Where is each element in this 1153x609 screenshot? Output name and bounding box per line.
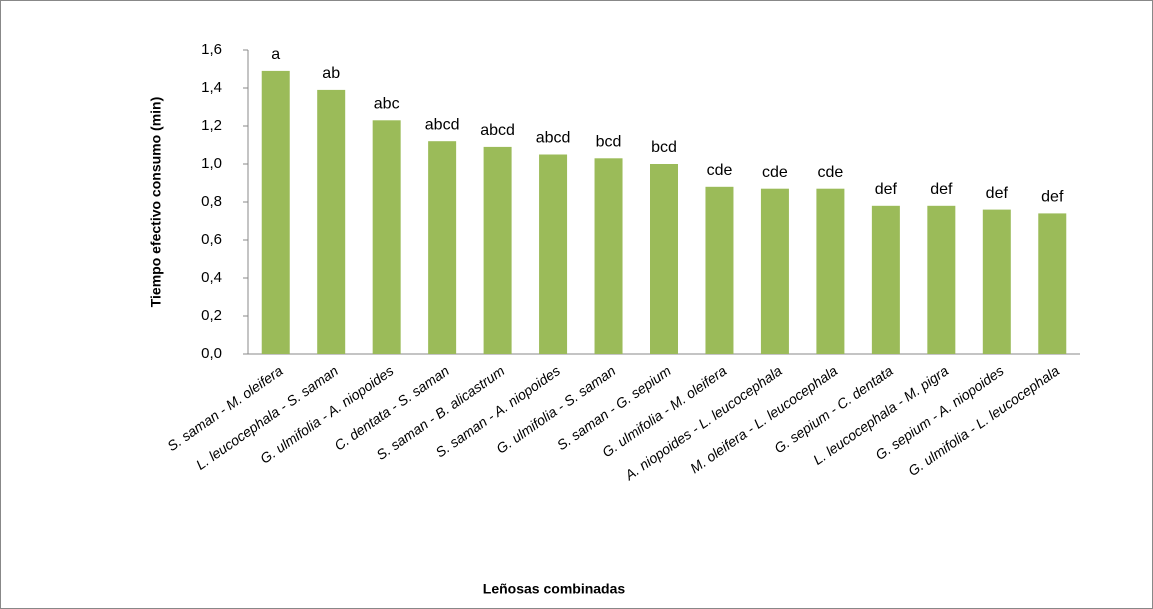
x-axis-title: Leñosas combinadas [483, 581, 626, 597]
bar-annotation: cde [818, 164, 844, 181]
bar [539, 154, 568, 354]
bar [428, 141, 457, 354]
y-tick-label: 0,2 [201, 307, 222, 324]
bar-annotation: bcd [651, 139, 677, 156]
bar [372, 120, 401, 354]
bar [871, 205, 900, 354]
bar-annotation: abc [374, 96, 400, 113]
bar [650, 164, 678, 354]
y-tick-label: 1,0 [201, 155, 222, 172]
bar-annotation: abcd [536, 130, 571, 147]
bar-annotation: bcd [596, 134, 622, 151]
bar [483, 146, 512, 354]
bar-annotation: cde [707, 162, 733, 179]
y-tick-label: 0,4 [201, 269, 222, 286]
bar [816, 188, 845, 354]
bar [261, 70, 290, 355]
bar [760, 188, 789, 354]
bar [1038, 213, 1067, 354]
y-tick-label: 1,6 [201, 41, 222, 58]
y-axis-title: Tiempo efectivo consumo (min) [148, 97, 164, 308]
bar-annotation: a [271, 46, 280, 63]
bar-annotation: abcd [425, 116, 460, 133]
bar-annotation: def [1041, 189, 1064, 206]
y-tick-label: 1,2 [201, 117, 222, 134]
bar-annotation: def [930, 181, 953, 198]
bar [927, 205, 956, 354]
y-tick-label: 0,8 [201, 193, 222, 210]
bar [982, 209, 1011, 354]
bar-annotation: def [875, 181, 898, 198]
bar-annotation: ab [322, 65, 340, 82]
bar-annotation: def [986, 185, 1009, 202]
bar [705, 186, 734, 354]
bar-annotation: abcd [480, 122, 515, 139]
bar [317, 89, 346, 355]
bar [594, 158, 623, 354]
y-tick-label: 0,0 [201, 345, 222, 362]
y-tick-label: 1,4 [201, 79, 222, 96]
bar-annotation: cde [762, 164, 788, 181]
y-tick-label: 0,6 [201, 231, 222, 248]
